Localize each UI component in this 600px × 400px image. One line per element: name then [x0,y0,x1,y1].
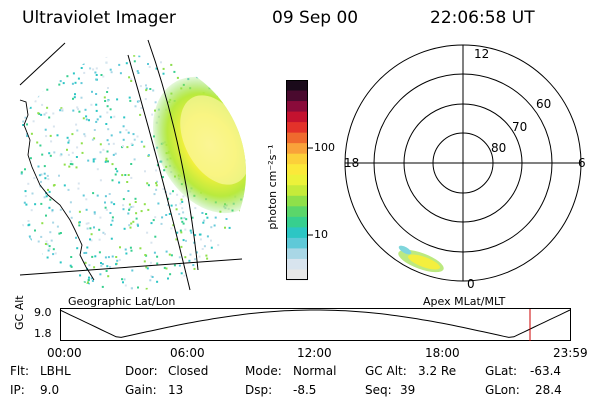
glon-label: GLon: [485,383,520,397]
glat-value: -63.4 [530,364,562,378]
color-bar-segment [286,237,308,249]
color-bar-segment [286,195,308,207]
color-bar-segment [286,164,308,176]
time-tick-0600: 06:00 [170,346,205,360]
geographic-caption: Geographic Lat/Lon [68,295,176,308]
color-bar-segment [286,185,308,197]
lat-label-80: 80 [491,141,507,155]
color-bar-segment [286,258,308,270]
time-tick-2359: 23:59 [553,346,588,360]
color-bar-segment [286,101,308,113]
color-bar-segment [286,111,308,123]
grid-line [147,39,199,271]
gain-value: 13 [168,383,184,397]
time-label: 22:06:58 UT [430,8,535,28]
color-bar-segment [286,90,308,102]
dsp-value: -8.5 [293,383,317,397]
altitude-ytick-top: 9.0 [34,306,52,319]
ip-label: IP: [10,383,25,397]
gain-label: Gain: [125,383,157,397]
mlt-label-12: 12 [474,47,490,61]
color-bar-segment [286,132,308,144]
color-bar-ticks [308,147,313,236]
color-bar-segment [286,122,308,134]
mlt-label-18: 18 [344,156,360,170]
door-value: Closed [168,364,209,378]
color-bar-segment [286,143,308,155]
coastline [19,99,95,281]
imager-title: Ultraviolet Imager [22,8,176,28]
mlt-label-6: 6 [578,156,586,170]
color-bar-segment [286,174,308,186]
color-bar-segment [286,153,308,165]
seq-value: 39 [400,383,416,397]
grid-line [19,42,66,86]
colorbar-tick-10: 10 [314,228,328,241]
mode-value: Normal [293,364,337,378]
color-bar [286,80,308,281]
time-tick-1200: 12:00 [297,346,332,360]
polar-plot [344,44,582,282]
date-label: 09 Sep 00 [272,8,359,28]
altitude-curve [59,309,571,338]
ip-value: 9.0 [40,383,60,397]
filter-value: LBHL [40,364,71,378]
dsp-label: Dsp: [245,383,273,397]
lat-label-60: 60 [536,97,552,111]
color-bar-segment [286,227,308,239]
altitude-ytick-bottom: 1.8 [34,327,52,340]
colorbar-unit-label: photon cm⁻²s⁻¹ [266,144,279,230]
color-bar-segment [286,216,308,228]
colorbar-tick-100: 100 [314,141,335,154]
lat-label-70: 70 [512,120,528,134]
geographic-image [19,39,246,291]
auroral-emission [398,245,444,273]
altitude-ylabel: GC Alt [13,295,26,330]
color-bar-frame [286,80,308,280]
color-bar-segment [286,206,308,218]
apex-caption: Apex MLat/MLT [423,295,506,308]
glon-value: 28.4 [535,383,562,397]
mlt-label-0: 0 [467,277,475,291]
grid-line [127,54,191,291]
color-bar-segment [286,269,308,281]
altitude-plot [59,308,571,341]
glat-label: GLat: [485,364,518,378]
color-bar-segment [286,248,308,260]
filter-label: Flt: [10,364,29,378]
time-tick-0000: 00:00 [47,346,82,360]
color-bar-segment [286,80,308,92]
altitude-frame [60,308,571,341]
grid-line [19,258,243,276]
seq-label: Seq: [365,383,392,397]
gc-alt-value: 3.2 Re [418,364,457,378]
mode-label: Mode: [245,364,282,378]
time-tick-1800: 18:00 [425,346,460,360]
door-label: Door: [125,364,158,378]
gc-alt-label: GC Alt: [365,364,407,378]
